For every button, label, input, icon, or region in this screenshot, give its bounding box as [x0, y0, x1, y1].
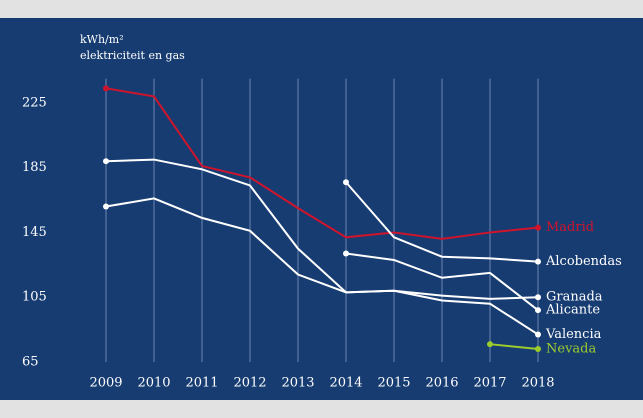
- marker: [535, 224, 541, 231]
- marker: [535, 294, 541, 301]
- marker: [535, 258, 541, 265]
- marker: [535, 331, 541, 338]
- x-tick-label: 2016: [425, 376, 458, 391]
- x-tick-label: 2012: [233, 376, 266, 391]
- marker: [343, 179, 349, 186]
- series-label: Granada: [546, 290, 603, 305]
- marker: [103, 203, 109, 210]
- y-tick-label: 65: [22, 355, 39, 370]
- x-tick-label: 2011: [185, 376, 218, 391]
- series-label: Nevada: [546, 342, 596, 357]
- y-tick-label: 225: [22, 95, 47, 110]
- marker: [487, 341, 493, 348]
- y-tick-label: 105: [22, 290, 47, 305]
- x-tick-label: 2010: [137, 376, 170, 391]
- marker: [103, 158, 109, 165]
- line: [105, 197, 539, 336]
- marker: [535, 307, 541, 314]
- x-tick-label: 2017: [473, 376, 506, 391]
- x-tick-label: 2015: [377, 376, 410, 391]
- y-tick-label: 145: [22, 225, 47, 240]
- line: [345, 181, 539, 263]
- series-label: Valencia: [545, 327, 602, 342]
- series-label: Alcobendas: [545, 254, 622, 269]
- x-tick-label: 2014: [329, 376, 362, 391]
- y-tick-label: 185: [22, 160, 47, 175]
- axis-label: kWh/m²: [80, 33, 124, 46]
- line: [489, 343, 539, 351]
- x-tick-label: 2009: [89, 376, 122, 391]
- marker: [103, 85, 109, 92]
- marker: [343, 250, 349, 257]
- subtitle: elektriciteit en gas: [80, 49, 185, 62]
- line: [105, 158, 539, 300]
- marker: [535, 346, 541, 353]
- line: [345, 252, 539, 311]
- line: [105, 87, 539, 240]
- series-label: Madrid: [546, 220, 594, 235]
- x-tick-label: 2018: [521, 376, 554, 391]
- series-label: Alicante: [545, 303, 600, 318]
- x-tick-label: 2013: [281, 376, 314, 391]
